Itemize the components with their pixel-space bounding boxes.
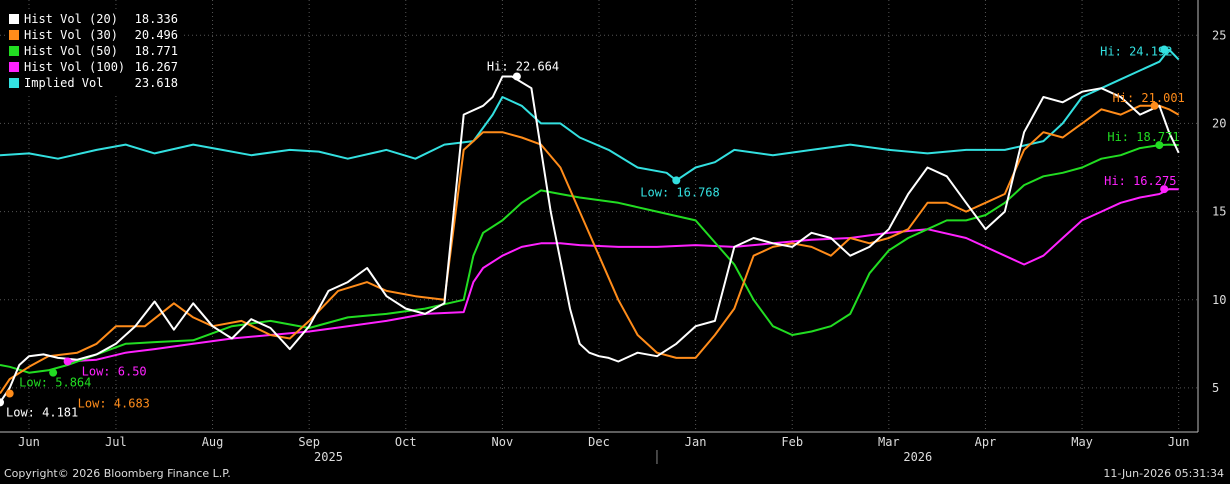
legend-series-name: Hist Vol (30) (24, 28, 118, 42)
legend-swatch (9, 14, 19, 24)
series-line-hist-vol-50 (0, 143, 1179, 374)
copyright-text: Copyright© 2026 Bloomberg Finance L.P. (4, 467, 231, 480)
annotation-label: Hi: 16.275 (1104, 174, 1176, 188)
annotation-label: Low: 5.864 (19, 376, 91, 390)
x-tick-label: Feb (781, 435, 803, 449)
chart-legend: Hist Vol (20) 18.336 Hist Vol (30) 20.496 Hi… (6, 9, 182, 93)
x-tick-label: Jun (1168, 435, 1190, 449)
legend-entry: Hist Vol (100) 16.267 (9, 59, 178, 75)
y-tick-label: 10 (1212, 293, 1226, 307)
annotation-label: Low: 6.50 (82, 364, 147, 378)
series-line-hist-vol-30 (0, 104, 1180, 395)
legend-series-value: 18.336 (134, 12, 178, 26)
annotation-marker (5, 389, 14, 398)
year-label: 2025 (314, 450, 343, 464)
legend-swatch (9, 30, 19, 40)
x-tick-label: Jul (105, 435, 127, 449)
series-layer (0, 48, 1180, 403)
legend-series-value: 18.771 (134, 44, 178, 58)
annotation-marker (672, 176, 681, 185)
year-label: 2026 (903, 450, 932, 464)
x-tick-label: Jun (18, 435, 40, 449)
annotation-label: Low: 4.181 (6, 405, 78, 419)
annotation-label: Hi: 24.192 (1100, 45, 1172, 59)
legend-series-value: 23.618 (134, 76, 178, 90)
annotation-marker (512, 72, 521, 81)
legend-series-value: 16.267 (134, 60, 178, 74)
legend-entry: Implied Vol 23.618 (9, 75, 178, 91)
annotation-marker (49, 368, 58, 377)
legend-entry: Hist Vol (50) 18.771 (9, 43, 178, 59)
legend-swatch (9, 46, 19, 56)
legend-entry: Hist Vol (30) 20.496 (9, 27, 178, 43)
legend-swatch (9, 62, 19, 72)
y-tick-label: 5 (1212, 381, 1219, 395)
x-tick-label: Jan (685, 435, 707, 449)
annotation-marker (1160, 45, 1169, 54)
legend-swatch (9, 78, 19, 88)
annotation-marker (1155, 141, 1164, 150)
annotation-marker (63, 357, 72, 366)
annotation-label: Hi: 18.771 (1107, 130, 1179, 144)
annotation-marker (1150, 101, 1159, 110)
annotation-label: Low: 16.768 (640, 185, 719, 199)
annotation-marker (1160, 185, 1169, 194)
series-line-implied-vol (0, 48, 1180, 182)
series-line-hist-vol-20 (0, 75, 1180, 403)
annotation-label: Hi: 21.001 (1113, 91, 1185, 105)
timestamp-text: 11-Jun-2026 05:31:34 (1103, 467, 1224, 480)
x-tick-label: Nov (492, 435, 514, 449)
annotation-label: Low: 4.683 (78, 397, 150, 411)
legend-series-name: Hist Vol (50) (24, 44, 118, 58)
x-tick-label: Mar (878, 435, 900, 449)
x-tick-label: May (1071, 435, 1093, 449)
x-tick-label: Apr (975, 435, 997, 449)
y-tick-label: 20 (1212, 116, 1226, 130)
y-tick-label: 15 (1212, 205, 1226, 219)
x-tick-label: Aug (202, 435, 224, 449)
series-line-hist-vol-100 (67, 188, 1179, 363)
legend-series-name: Hist Vol (100) (24, 60, 126, 74)
grid-lines (0, 0, 1198, 432)
legend-series-name: Implied Vol (24, 76, 104, 90)
legend-entry: Hist Vol (20) 18.336 (9, 11, 178, 27)
legend-series-name: Hist Vol (20) (24, 12, 118, 26)
legend-series-value: 20.496 (134, 28, 178, 42)
x-tick-label: Sep (298, 435, 320, 449)
annotation-marker (0, 398, 4, 407)
x-tick-label: Oct (395, 435, 417, 449)
annotation-label: Hi: 22.664 (487, 59, 559, 73)
x-tick-label: Dec (588, 435, 610, 449)
y-tick-label: 25 (1212, 28, 1226, 42)
